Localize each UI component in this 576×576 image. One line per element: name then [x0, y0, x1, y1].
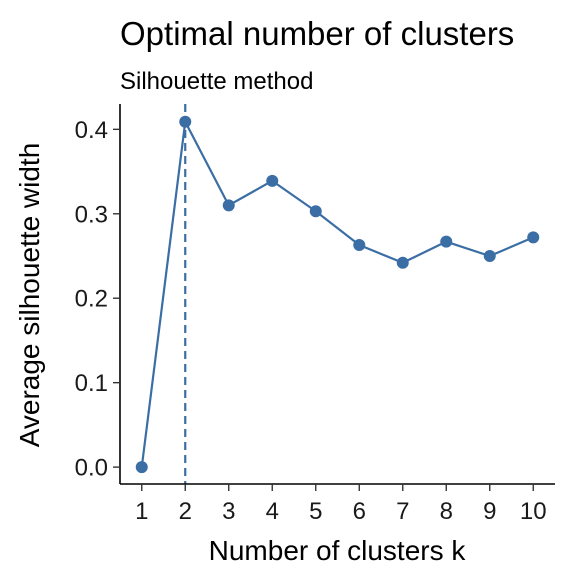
data-point — [309, 205, 322, 218]
data-point — [527, 231, 540, 244]
x-tick-label: 5 — [309, 498, 322, 525]
x-tick-label: 10 — [520, 498, 547, 525]
x-tick-label: 7 — [396, 498, 409, 525]
y-tick-label: 0.0 — [75, 455, 108, 482]
y-tick-label: 0.3 — [75, 201, 108, 228]
y-tick-label: 0.2 — [75, 286, 108, 313]
x-axis-ticks: 1 2 3 4 5 6 7 8 9 10 — [135, 484, 547, 525]
x-tick-label: 4 — [266, 498, 279, 525]
data-point — [135, 461, 148, 474]
chart-title: Optimal number of clusters — [120, 15, 514, 52]
plot-area — [135, 104, 540, 484]
x-tick-label: 8 — [440, 498, 453, 525]
data-point — [353, 239, 366, 252]
x-tick-label: 9 — [483, 498, 496, 525]
data-point — [440, 235, 453, 248]
data-point — [179, 115, 192, 128]
y-tick-label: 0.1 — [75, 370, 108, 397]
chart-subtitle: Silhouette method — [120, 68, 313, 95]
silhouette-line — [140, 120, 534, 468]
x-tick-label: 2 — [179, 498, 192, 525]
x-tick-label: 1 — [135, 498, 148, 525]
x-tick-label: 6 — [353, 498, 366, 525]
y-axis-title: Average silhouette width — [14, 143, 45, 448]
x-tick-label: 3 — [222, 498, 235, 525]
y-tick-label: 0.4 — [75, 117, 108, 144]
y-axis-ticks: 0.0 0.1 0.2 0.3 0.4 — [75, 117, 120, 482]
data-point — [396, 256, 409, 269]
data-point — [483, 250, 496, 262]
data-point — [222, 199, 235, 212]
x-axis-title: Number of clusters k — [209, 535, 467, 566]
data-point — [266, 174, 279, 187]
